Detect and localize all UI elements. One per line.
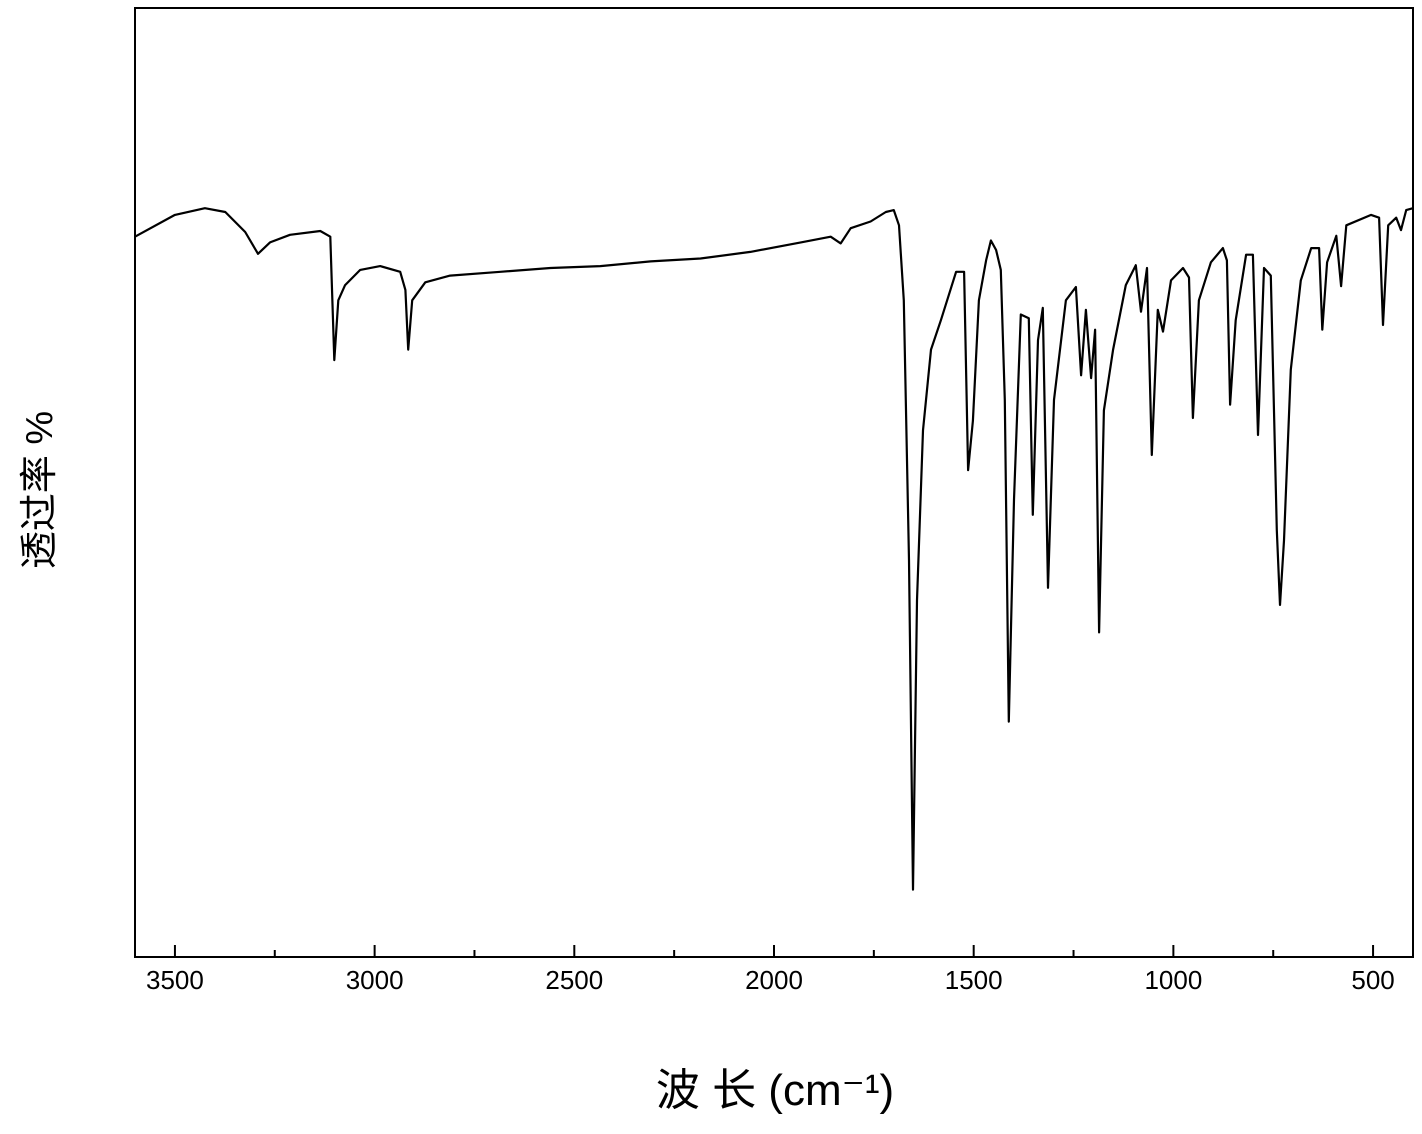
x-tick-label: 3000 [346, 965, 404, 995]
plot-frame [134, 7, 1414, 958]
x-tick-label: 1500 [945, 965, 1003, 995]
x-tick-label: 2000 [745, 965, 803, 995]
x-tick-label: 3500 [146, 965, 204, 995]
spectrum-line [134, 207, 1414, 891]
x-tick-label: 2500 [545, 965, 603, 995]
x-tick-label: 500 [1351, 965, 1394, 995]
x-tick-label: 1000 [1144, 965, 1202, 995]
y-axis-label: 透过率 % [19, 411, 61, 569]
x-axis-label: 波 长 (cm⁻¹) [656, 1066, 894, 1115]
